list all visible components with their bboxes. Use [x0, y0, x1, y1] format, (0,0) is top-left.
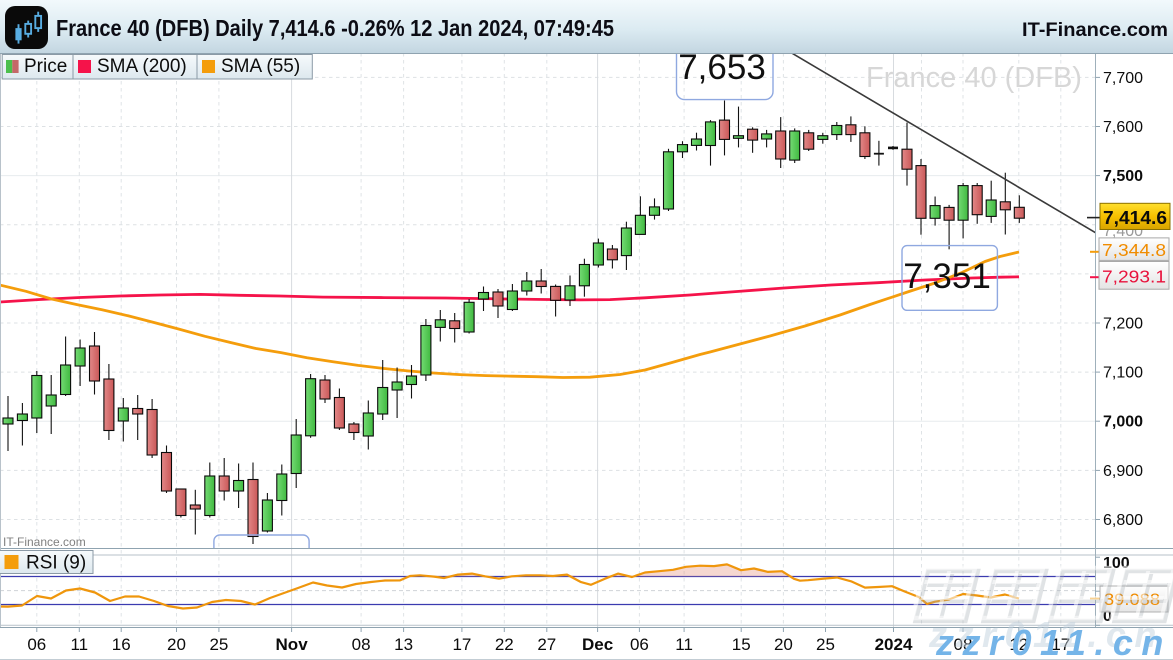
svg-text:11: 11	[675, 635, 693, 654]
svg-text:16: 16	[112, 635, 131, 654]
svg-text:06: 06	[27, 635, 46, 654]
svg-text:11: 11	[70, 635, 88, 654]
svg-text:7,293.1: 7,293.1	[1102, 267, 1166, 287]
svg-text:27: 27	[537, 635, 556, 654]
svg-text:2024: 2024	[875, 635, 913, 654]
svg-text:7,414.6: 7,414.6	[1103, 208, 1167, 228]
svg-text:25: 25	[816, 635, 835, 654]
svg-text:08: 08	[954, 635, 973, 654]
svg-text:20: 20	[774, 635, 793, 654]
svg-text:15: 15	[732, 635, 751, 654]
svg-text:7,200: 7,200	[1103, 316, 1143, 333]
svg-text:RSI (9): RSI (9)	[26, 553, 86, 574]
svg-text:20: 20	[167, 635, 186, 654]
svg-text:SMA (200): SMA (200)	[97, 56, 187, 77]
svg-text:Dec: Dec	[582, 635, 613, 654]
svg-text:06: 06	[630, 635, 649, 654]
svg-text:7,600: 7,600	[1103, 119, 1143, 136]
svg-text:7,100: 7,100	[1103, 365, 1143, 382]
svg-text:Nov: Nov	[276, 635, 309, 654]
svg-text:SMA (55): SMA (55)	[221, 56, 300, 77]
svg-text:IT-Finance.com: IT-Finance.com	[1022, 19, 1168, 41]
svg-text:7,000: 7,000	[1103, 414, 1143, 431]
svg-text:zzr011.cn: zzr011.cn	[928, 614, 1165, 655]
svg-text:7,500: 7,500	[1103, 168, 1143, 185]
svg-text:6,800: 6,800	[1103, 512, 1143, 529]
svg-text:France 40 (DFB): France 40 (DFB)	[866, 62, 1082, 94]
svg-text:12: 12	[1009, 635, 1028, 654]
svg-text:France 40 (DFB) Daily 7,414.6: France 40 (DFB) Daily 7,414.6 -0.26% 12 …	[56, 15, 614, 41]
svg-text:08: 08	[352, 635, 371, 654]
svg-text:7,351: 7,351	[903, 257, 991, 296]
svg-text:IT-Finance.com: IT-Finance.com	[3, 535, 86, 549]
svg-text:13: 13	[394, 635, 413, 654]
svg-text:6,900: 6,900	[1103, 463, 1143, 480]
svg-text:7,653: 7,653	[678, 48, 766, 87]
svg-text:0: 0	[1103, 608, 1112, 625]
svg-text:22: 22	[495, 635, 514, 654]
svg-text:7,344.8: 7,344.8	[1102, 240, 1166, 260]
svg-text:17: 17	[1051, 635, 1070, 654]
svg-text:zzr011.cn: zzr011.cn	[935, 622, 1172, 660]
svg-text:7,700: 7,700	[1103, 70, 1143, 87]
svg-text:Price: Price	[24, 56, 67, 77]
svg-text:25: 25	[209, 635, 228, 654]
svg-text:17: 17	[452, 635, 471, 654]
